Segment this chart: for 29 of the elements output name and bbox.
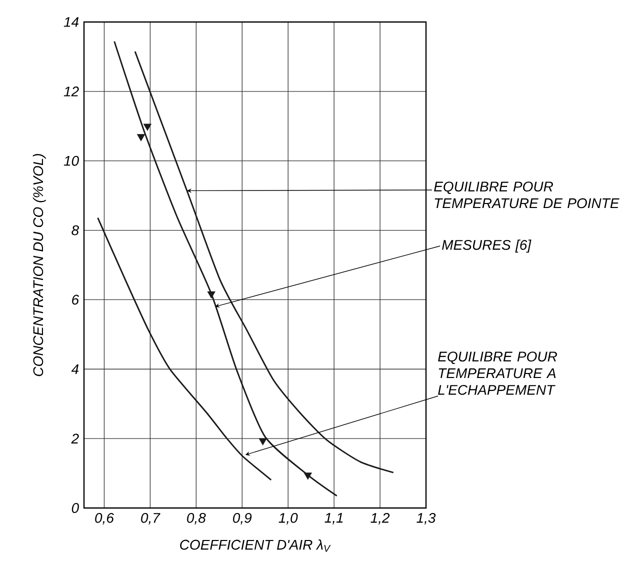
line-series [134,50,394,474]
y-tick-label: 2 [71,434,79,444]
y-tick-label: 0 [72,503,79,513]
point [143,124,152,131]
annotation: EQUILIBRE POUR TEMPERATURE DE POINTE [434,182,620,208]
line-series [97,217,272,481]
y-axis-title: CONCENTRATION DU CO (%VOL) [32,154,46,376]
y-tick-label: 10 [64,156,79,166]
x-tick-label: 0,6 [95,512,114,525]
x-tick-label: 0,9 [233,512,252,525]
point [137,134,145,142]
y-tick-label: 14 [64,17,79,27]
point [304,472,312,480]
line-series [114,40,338,497]
x-tick-label: 0,7 [141,512,160,525]
point [207,291,216,298]
y-tick-label: 6 [72,294,80,305]
y-tick-label: 8 [72,225,79,236]
x-tick-label: 1,2 [370,512,390,525]
y-tick-label: 4 [71,364,79,374]
y-tick-label: 12 [64,86,79,96]
x-tick-label: 1,0 [278,512,298,525]
x-tick-label: 1,3 [416,512,436,525]
x-tick-label: 1,1 [324,512,343,524]
x-tick-label: 0,8 [187,512,206,525]
annotation: MESURES [6] [442,240,532,253]
annotation: EQUILIBRE POUR TEMPERATURE A L'ECHAPPEMENT [438,352,557,395]
x-axis-title: COEFFICIENT D'AIR λ$_{V}$ [180,539,331,552]
point [258,438,267,446]
